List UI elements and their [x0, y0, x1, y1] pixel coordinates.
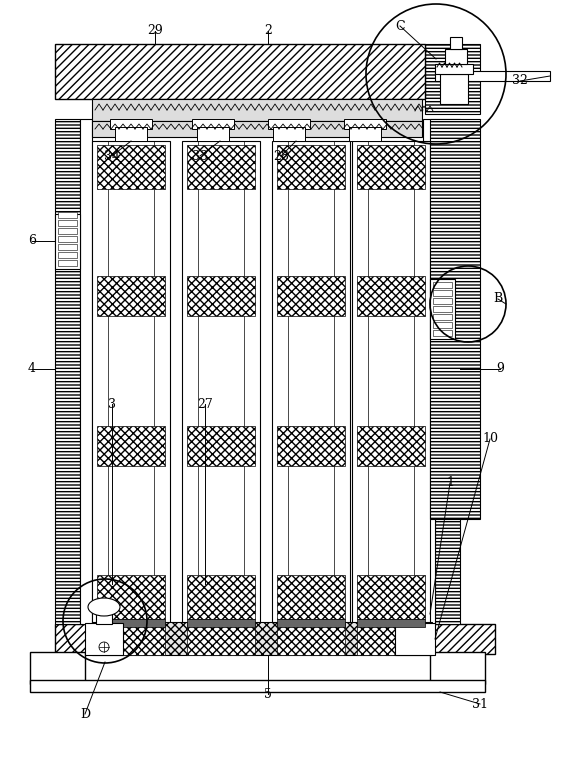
Bar [96, 606, 112, 624]
Text: 4: 4 [28, 363, 36, 376]
Text: 2: 2 [264, 24, 272, 37]
Bar [277, 145, 345, 189]
Bar [357, 426, 425, 466]
Bar [58, 212, 77, 218]
Text: 29: 29 [147, 24, 163, 37]
Bar [277, 575, 345, 619]
Bar [344, 119, 386, 129]
Bar [80, 119, 92, 624]
Text: C: C [395, 20, 405, 33]
Bar [357, 575, 425, 619]
Text: 1: 1 [446, 477, 454, 490]
Bar [197, 127, 229, 141]
Bar [430, 279, 455, 339]
Bar [187, 623, 255, 655]
Bar [445, 49, 467, 64]
Bar [187, 276, 255, 316]
Bar [92, 622, 432, 655]
Bar [187, 145, 255, 189]
Bar [55, 44, 425, 99]
Bar [97, 575, 165, 619]
Text: 28: 28 [273, 150, 289, 162]
Bar [277, 619, 345, 627]
Text: 9: 9 [496, 363, 504, 376]
Bar [433, 298, 452, 304]
Bar [110, 119, 152, 129]
Bar [425, 44, 480, 114]
Bar [435, 64, 473, 74]
Bar [423, 119, 435, 624]
Bar [30, 680, 485, 692]
Text: 31: 31 [472, 698, 488, 710]
Bar [85, 623, 123, 655]
Bar [395, 623, 435, 655]
Bar [55, 214, 80, 269]
Bar [187, 575, 255, 619]
Bar [435, 71, 550, 81]
Bar [433, 306, 452, 312]
Text: 6: 6 [28, 235, 36, 247]
Bar [450, 37, 462, 49]
Bar [268, 119, 310, 129]
Bar [187, 619, 255, 627]
Text: 10: 10 [482, 433, 498, 446]
Bar [187, 426, 255, 466]
Bar [435, 119, 460, 624]
Text: B: B [493, 292, 502, 306]
Bar [357, 619, 425, 627]
Bar [182, 141, 260, 624]
Text: D: D [80, 707, 90, 720]
Bar [55, 119, 80, 624]
Bar [352, 141, 430, 624]
Text: 33: 33 [192, 150, 208, 162]
Bar [58, 244, 77, 250]
Bar [55, 624, 495, 654]
Bar [58, 260, 77, 266]
Bar [277, 426, 345, 466]
Text: 3: 3 [108, 398, 116, 411]
Bar [97, 619, 165, 627]
Bar [277, 623, 345, 655]
Bar [192, 119, 234, 129]
Ellipse shape [88, 598, 120, 616]
Text: 34: 34 [104, 150, 120, 162]
Text: 32: 32 [512, 74, 528, 87]
Bar [58, 228, 77, 234]
Bar [273, 127, 305, 141]
Bar [97, 426, 165, 466]
Text: 27: 27 [197, 398, 213, 411]
Bar [430, 652, 485, 684]
Bar [277, 276, 345, 316]
Bar [433, 322, 452, 328]
Bar [272, 141, 350, 624]
Bar [349, 127, 381, 141]
Bar [433, 282, 452, 288]
Bar [92, 99, 422, 121]
Bar [357, 276, 425, 316]
Circle shape [99, 642, 109, 652]
Bar [92, 141, 170, 624]
Bar [58, 220, 77, 226]
Bar [97, 145, 165, 189]
Bar [433, 290, 452, 296]
Bar [433, 314, 452, 320]
Bar [440, 74, 468, 104]
Bar [58, 236, 77, 242]
Bar [115, 127, 147, 141]
Bar [92, 121, 422, 137]
Bar [357, 623, 425, 655]
Bar [430, 119, 480, 519]
Bar [97, 276, 165, 316]
Bar [97, 623, 165, 655]
Bar [433, 330, 452, 336]
Bar [30, 652, 85, 684]
Bar [58, 252, 77, 258]
Bar [357, 145, 425, 189]
Text: 5: 5 [264, 688, 272, 701]
